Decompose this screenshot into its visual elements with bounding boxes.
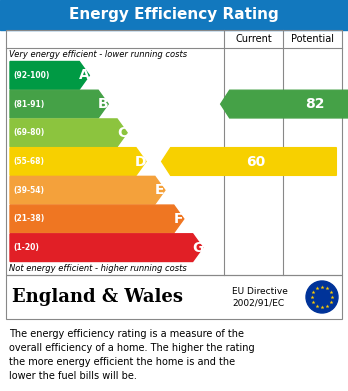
Text: 60: 60 — [246, 154, 266, 169]
Text: Very energy efficient - lower running costs: Very energy efficient - lower running co… — [9, 50, 187, 59]
Text: England & Wales: England & Wales — [12, 288, 183, 306]
Text: (39-54): (39-54) — [13, 186, 44, 195]
Polygon shape — [10, 61, 89, 89]
Polygon shape — [221, 90, 348, 118]
Text: D: D — [135, 154, 147, 169]
Polygon shape — [162, 148, 336, 175]
Text: Energy Efficiency Rating: Energy Efficiency Rating — [69, 7, 279, 23]
Text: 82: 82 — [305, 97, 324, 111]
Text: E: E — [155, 183, 165, 197]
Polygon shape — [10, 205, 184, 233]
Text: G: G — [192, 240, 203, 255]
Polygon shape — [10, 148, 146, 175]
Polygon shape — [10, 234, 203, 262]
Text: (81-91): (81-91) — [13, 100, 44, 109]
Text: Not energy efficient - higher running costs: Not energy efficient - higher running co… — [9, 264, 187, 273]
Text: Potential: Potential — [291, 34, 334, 44]
Text: C: C — [117, 126, 127, 140]
Polygon shape — [10, 119, 127, 147]
Text: B: B — [98, 97, 109, 111]
Polygon shape — [10, 176, 165, 204]
Text: (69-80): (69-80) — [13, 128, 44, 137]
Text: (21-38): (21-38) — [13, 214, 44, 223]
Text: (92-100): (92-100) — [13, 71, 49, 80]
Text: F: F — [174, 212, 183, 226]
Bar — [0, 0, 348, 30]
Bar — [6, 30, 342, 275]
Polygon shape — [10, 90, 108, 118]
Text: The energy efficiency rating is a measure of the
overall efficiency of a home. T: The energy efficiency rating is a measur… — [9, 329, 255, 381]
Text: A: A — [79, 68, 90, 83]
Circle shape — [306, 281, 338, 313]
Text: EU Directive
2002/91/EC: EU Directive 2002/91/EC — [232, 287, 288, 307]
Text: (55-68): (55-68) — [13, 157, 44, 166]
Text: Current: Current — [235, 34, 272, 44]
Text: (1-20): (1-20) — [13, 243, 39, 252]
Bar — [6, 275, 342, 319]
